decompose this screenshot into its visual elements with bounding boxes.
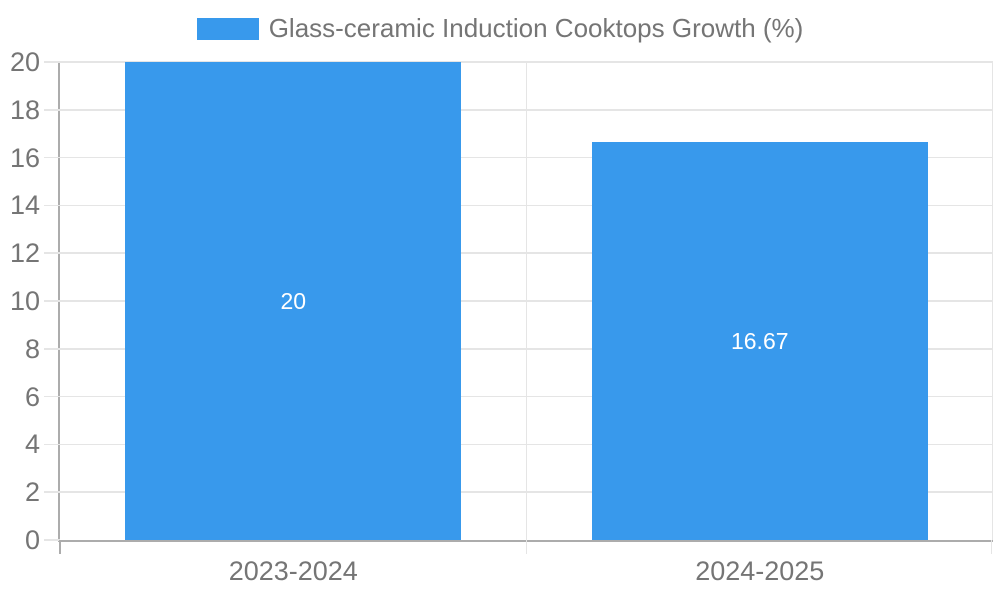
y-tick-mark: [44, 204, 60, 207]
plot-area: 20 16.67: [58, 61, 993, 542]
y-tick-label: 14: [9, 190, 40, 221]
bar-value-label: 20: [280, 288, 307, 314]
y-tick-mark: [44, 156, 60, 159]
y-tick-mark: [44, 61, 60, 63]
gridline-vertical: [991, 62, 993, 540]
legend-label: Glass-ceramic Induction Cooktops Growth …: [268, 13, 804, 43]
y-tick-label: 4: [24, 429, 40, 460]
x-tick-mark: [525, 540, 528, 554]
bar: [591, 141, 928, 540]
y-tick-mark: [44, 109, 60, 111]
y-tick-label: 2: [24, 477, 40, 508]
y-tick-mark: [44, 300, 60, 302]
y-tick-mark: [44, 491, 60, 493]
y-tick-label: 18: [9, 94, 40, 125]
legend-swatch: [196, 17, 259, 40]
x-tick-mark: [990, 540, 993, 554]
legend[interactable]: Glass-ceramic Induction Cooktops Growth …: [0, 13, 1000, 44]
y-tick-mark: [44, 539, 60, 541]
bar-value-label: 16.67: [730, 327, 789, 354]
y-tick-mark: [44, 443, 60, 446]
x-tick-label: 2024-2025: [695, 556, 825, 586]
bar: [125, 62, 462, 540]
y-tick-mark: [44, 395, 60, 398]
x-tick-mark: [59, 540, 61, 554]
x-tick-label: 2023-2024: [228, 556, 358, 586]
y-tick-label: 16: [9, 142, 40, 173]
y-tick-mark: [44, 348, 60, 350]
y-tick-label: 10: [9, 286, 40, 316]
y-tick-label: 20: [9, 47, 40, 77]
y-tick-mark: [44, 252, 60, 254]
gridline-vertical: [525, 62, 528, 540]
y-tick-label: 12: [9, 238, 40, 269]
y-tick-label: 6: [24, 381, 40, 412]
y-tick-label: 8: [24, 333, 40, 364]
y-tick-label: 0: [24, 525, 40, 555]
